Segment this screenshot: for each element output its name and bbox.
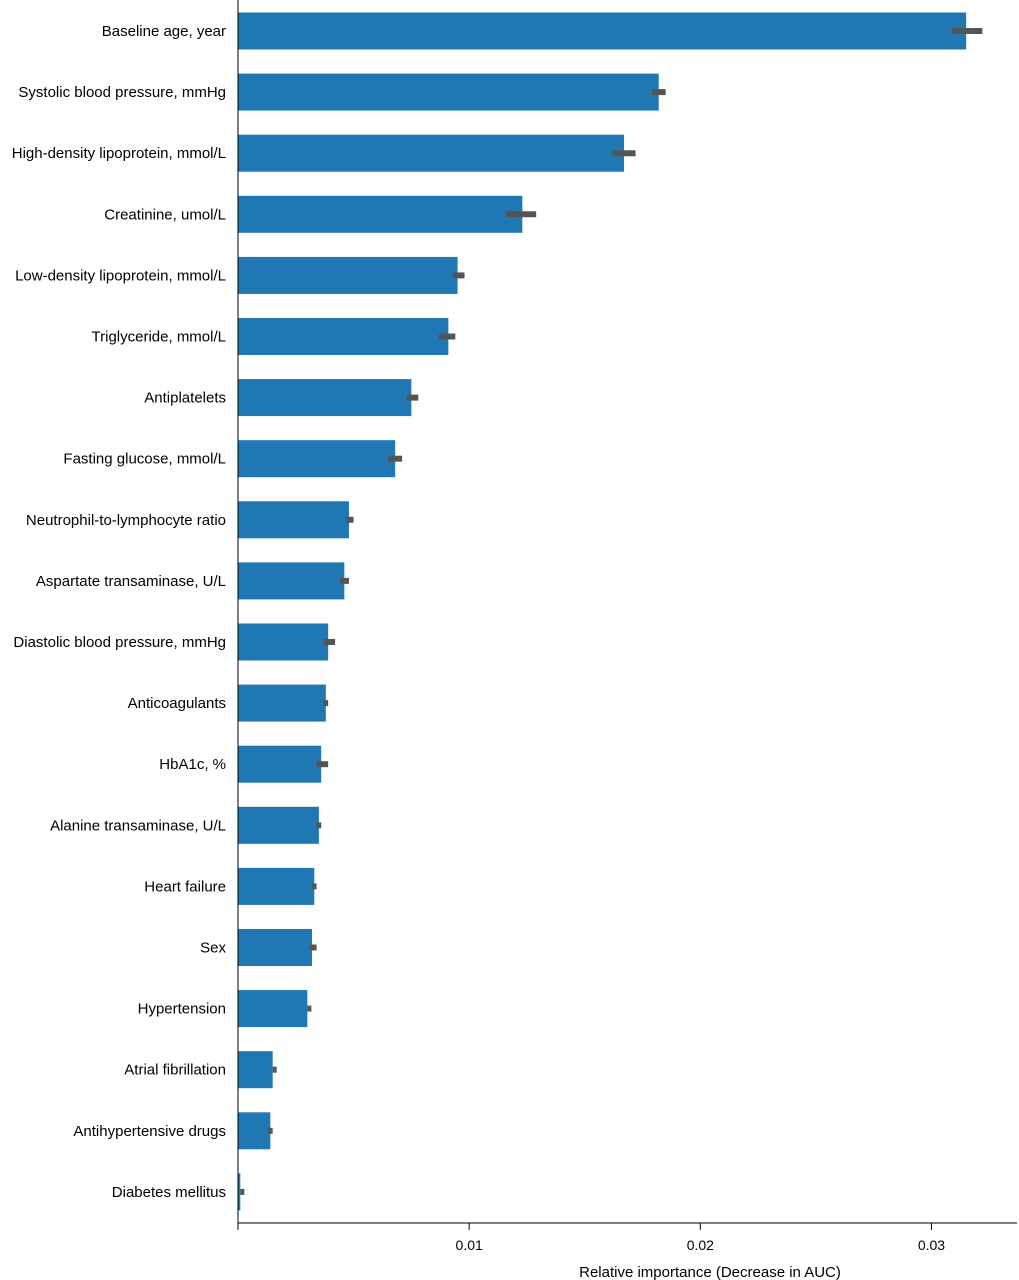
x-tick-label: 0.01 — [456, 1237, 483, 1253]
category-label: Anticoagulants — [128, 695, 226, 712]
category-label: Creatinine, umol/L — [104, 206, 226, 223]
bar — [238, 745, 322, 783]
category-label: Low-density lipoprotein, mmol/L — [15, 267, 226, 284]
bar — [238, 806, 319, 844]
category-label: Hypertension — [138, 1001, 226, 1018]
bar — [238, 684, 326, 722]
x-tick-label: 0.02 — [687, 1237, 714, 1253]
bars-group — [238, 12, 967, 1211]
bar — [238, 1051, 273, 1089]
category-label: High-density lipoprotein, mmol/L — [12, 145, 226, 162]
bar — [238, 134, 625, 172]
category-labels-group: Baseline age, year Systolic blood pressur… — [12, 23, 227, 1201]
category-label: Antiplatelets — [144, 390, 226, 407]
bar — [238, 256, 458, 294]
bar — [238, 195, 523, 233]
x-ticks-group: 0.01 0.02 0.03 — [237, 1223, 945, 1253]
category-label: Systolic blood pressure, mmHg — [18, 84, 226, 101]
category-label: Neutrophil-to-lymphocyte ratio — [26, 512, 226, 529]
category-label: HbA1c, % — [159, 756, 226, 773]
category-label: Triglyceride, mmol/L — [92, 329, 226, 346]
x-axis-label: Relative importance (Decrease in AUC) — [579, 1264, 841, 1280]
bar — [238, 440, 396, 478]
bar — [238, 867, 315, 905]
category-label: Aspartate transaminase, U/L — [36, 573, 226, 590]
bar — [238, 623, 329, 661]
bar — [238, 1112, 271, 1150]
category-label: Heart failure — [144, 878, 226, 895]
category-label: Antihypertensive drugs — [73, 1123, 226, 1140]
category-label: Diabetes mellitus — [112, 1184, 226, 1201]
category-label: Atrial fibrillation — [124, 1062, 226, 1079]
bar — [238, 929, 312, 966]
category-label: Alanine transaminase, U/L — [50, 817, 226, 834]
bar — [238, 318, 449, 355]
x-tick-label: 0.03 — [918, 1237, 945, 1253]
bar — [238, 562, 345, 600]
category-label: Baseline age, year — [102, 23, 226, 40]
bar — [238, 1173, 241, 1211]
bar — [238, 73, 659, 111]
category-label: Diastolic blood pressure, mmHg — [13, 634, 226, 651]
bar — [238, 12, 967, 50]
category-label: Sex — [200, 940, 226, 957]
bar — [238, 501, 349, 539]
error-bars-group — [240, 28, 983, 1195]
bar — [238, 379, 412, 417]
bar — [238, 990, 308, 1028]
category-label: Fasting glucose, mmol/L — [63, 451, 226, 468]
